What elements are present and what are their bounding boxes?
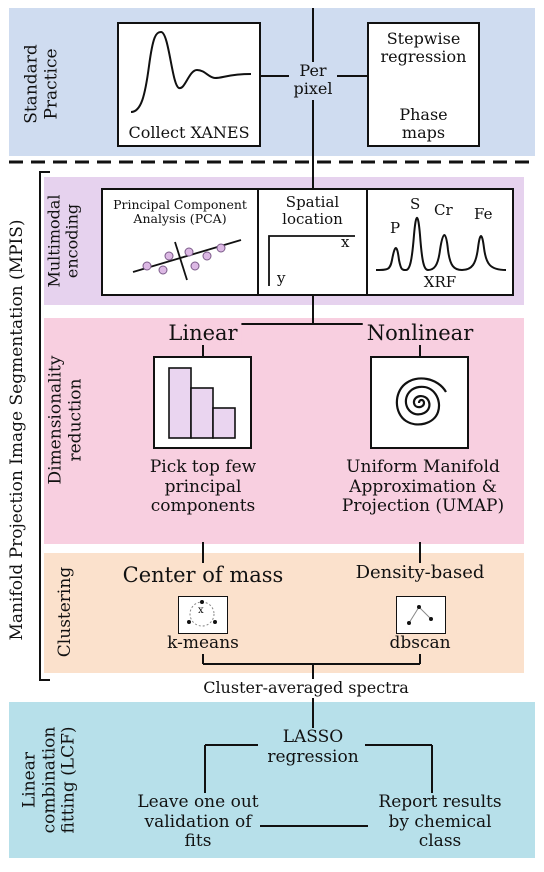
dbscan-icon-box [396,596,446,634]
pca-label: Principal Component Analysis (PCA) [113,197,247,227]
per-pixel-label: Per pixel [293,61,333,99]
xanes-spectrum-icon [130,30,252,113]
linear-description: Pick top few principal components [149,457,257,517]
nonlinear-title: Nonlinear [362,321,478,346]
clustering-label: Clustering [55,566,76,658]
lcf-band [9,702,535,858]
lcf-label: Linear combination fitting (LCF) [19,726,79,834]
collect-xanes-box: Collect XANES [117,22,261,147]
density-based-title: Density-based [351,562,489,584]
leave-one-out-label: Leave one out validation of fits [137,792,259,852]
standard-practice-label: Standard Practice [21,44,61,124]
spatial-label: Spatial location [282,193,343,229]
pca-scatter-icon [132,239,242,281]
kmeans-cluster-icon [187,600,217,627]
kmeans-label: k-means [167,633,239,654]
bar-chart-icon-box [153,356,252,449]
dbscan-label: dbscan [389,633,451,654]
axis-y-label: y [277,269,286,287]
centroid-mark: x [198,605,204,616]
report-results-label: Report results by chemical class [378,792,502,852]
axis-x-label: x [341,233,350,251]
spiral-icon-box [370,356,469,449]
phase-maps-label: Phase maps [399,105,448,143]
peak-s-label: S [410,195,421,213]
pca-panel: Principal Component Analysis (PCA) [101,188,259,296]
stepwise-regression-box: Stepwise regression Phase maps [367,22,480,147]
xanes-caption: Collect XANES [128,123,250,142]
dimred-label: Dimensionality reduction [45,355,85,485]
mpis-label: Manifold Projection Image Segmentation (… [7,219,28,641]
multimodal-label: Multimodal encoding [44,194,82,288]
cluster-averaged-spectra-label: Cluster-averaged spectra [199,678,413,698]
peak-cr-label: Cr [434,201,453,219]
peak-fe-label: Fe [474,205,493,223]
kmeans-icon-box: x [178,596,228,634]
xrf-spectrum-icon [375,216,507,272]
lasso-regression-label: LASSO regression [267,727,359,767]
dbscan-cluster-icon [407,605,433,625]
stepwise-label: Stepwise regression [380,29,467,67]
umap-description: Uniform Manifold Approximation & Project… [341,457,505,517]
peak-p-label: P [390,219,401,237]
xrf-panel: P S Cr Fe XRF [366,188,514,296]
linear-title: Linear [164,321,242,346]
xrf-caption: XRF [423,273,457,291]
spatial-location-panel: Spatial location x y [257,188,368,296]
spatial-axes-icon [268,235,355,286]
spiral-icon [395,377,447,426]
center-of-mass-title: Center of mass [118,563,288,588]
bar-chart-icon [168,367,236,439]
